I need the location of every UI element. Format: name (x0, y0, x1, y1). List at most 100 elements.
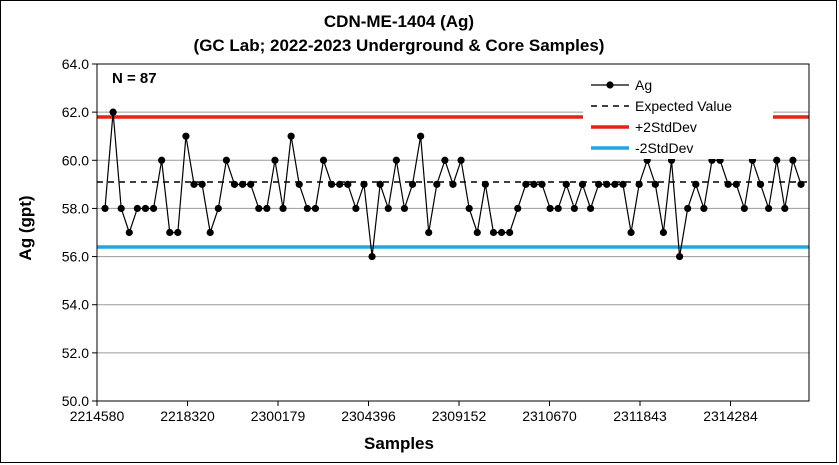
y-tick-labels: 50.0 52.0 54.0 56.0 58.0 60.0 62.0 64.0 (62, 56, 97, 409)
ag-data-point (238, 180, 247, 188)
ag-data-point (360, 180, 368, 188)
ag-data-point (578, 180, 587, 188)
ag-data-point (149, 204, 158, 213)
y-axis-title: Ag (gpt) (16, 195, 35, 260)
ag-data-point (344, 180, 352, 188)
sample-count-annotation: N = 87 (112, 70, 157, 87)
ag-data-point (311, 204, 320, 213)
ag-data-point (781, 204, 789, 213)
y-tick-label: 60.0 (62, 152, 89, 168)
ag-data-point (651, 180, 659, 188)
ag-data-point (554, 204, 562, 213)
ag-data-point (797, 180, 805, 188)
legend-ag-marker (606, 81, 614, 89)
x-tick-label: 2300179 (251, 408, 306, 424)
ag-data-point (700, 204, 708, 213)
x-tick-label: 2214580 (70, 408, 125, 424)
ag-data-point (190, 180, 198, 188)
ag-data-point (408, 180, 417, 188)
x-tick-labels: 2214580 2218320 2300179 2304396 2309152 23106… (70, 401, 758, 424)
plot-border (96, 63, 810, 402)
ag-data-point (457, 156, 465, 164)
ag-data-point (352, 204, 360, 213)
ag-data-point (206, 228, 214, 237)
ag-data-point (287, 132, 295, 140)
ag-data-point (724, 180, 732, 188)
ag-data-point (392, 156, 400, 164)
ag-data-point (247, 180, 255, 188)
ag-data-point (481, 180, 489, 188)
ag-data-point (417, 132, 425, 140)
ag-data-point (319, 156, 328, 164)
ag-data-point (546, 204, 554, 213)
legend-label: Expected Value (635, 98, 732, 114)
legend-label: +2StdDev (635, 119, 697, 135)
ag-data-point (109, 108, 117, 116)
ag-data-point (263, 204, 271, 213)
ag-data-point (214, 204, 222, 213)
y-tick-label: 58.0 (62, 200, 89, 216)
ag-data-point (101, 204, 109, 213)
ag-data-point (174, 228, 182, 237)
ag-data-point (635, 180, 643, 188)
ag-data-point (586, 204, 595, 213)
ag-data-point (166, 228, 174, 237)
y-tick-label: 56.0 (62, 249, 89, 265)
ag-data-point (570, 204, 578, 213)
chart-subtitle: (GC Lab; 2022-2023 Underground & Core Sa… (194, 36, 605, 55)
ag-data-point (473, 228, 481, 237)
ag-data-point (489, 228, 498, 237)
ag-data-point (303, 204, 311, 213)
plot-area (96, 63, 810, 402)
ag-data-point (441, 156, 449, 164)
ag-data-point (295, 180, 303, 188)
ag-data-point (125, 228, 133, 237)
ag-data-point (506, 228, 514, 237)
x-axis-title: Samples (364, 434, 434, 453)
x-tick-label: 2314284 (703, 408, 758, 424)
ag-data-point (497, 228, 506, 237)
ag-data-point (684, 204, 692, 213)
ag-data-point (198, 180, 206, 188)
y-tick-label: 52.0 (62, 345, 89, 361)
ag-data-point (465, 204, 473, 213)
ag-data-point (230, 180, 239, 188)
x-tick-label: 2310670 (522, 408, 577, 424)
legend-label: Ag (635, 77, 652, 93)
ag-data-point (222, 156, 230, 164)
ag-data-point (255, 204, 263, 213)
ag-data-point (328, 180, 336, 188)
ag-data-point (133, 204, 141, 213)
x-tick-label: 2309152 (432, 408, 487, 424)
legend-background (583, 73, 773, 159)
y-tick-label: 54.0 (62, 297, 89, 313)
ag-data-point (732, 180, 740, 188)
ag-data-point (789, 156, 797, 164)
ag-data-point (692, 180, 700, 188)
ag-data-point (141, 204, 150, 213)
ag-data-point (400, 204, 409, 213)
ag-data-point (433, 180, 441, 188)
ag-data-point (182, 132, 190, 140)
ag-data-point (376, 180, 384, 188)
ag-data-point (336, 180, 344, 188)
ag-data-point (530, 180, 538, 188)
ag-data-point (117, 204, 125, 213)
y-tick-label: 50.0 (62, 393, 89, 409)
legend-label: -2StdDev (635, 140, 693, 156)
x-tick-label: 2311843 (613, 408, 667, 424)
ag-data-point (595, 180, 603, 188)
ag-data-point (773, 156, 781, 164)
ag-data-point (627, 228, 635, 237)
ag-series (101, 108, 805, 261)
ag-data-point (158, 156, 166, 164)
chart-title: CDN-ME-1404 (Ag) (324, 12, 474, 31)
ag-data-point (279, 204, 287, 213)
ag-data-point (368, 252, 376, 261)
ag-data-point (765, 204, 773, 213)
x-tick-label: 2304396 (341, 408, 396, 424)
ag-data-point (538, 180, 546, 188)
ag-data-point (562, 180, 570, 188)
ag-data-point (611, 180, 619, 188)
